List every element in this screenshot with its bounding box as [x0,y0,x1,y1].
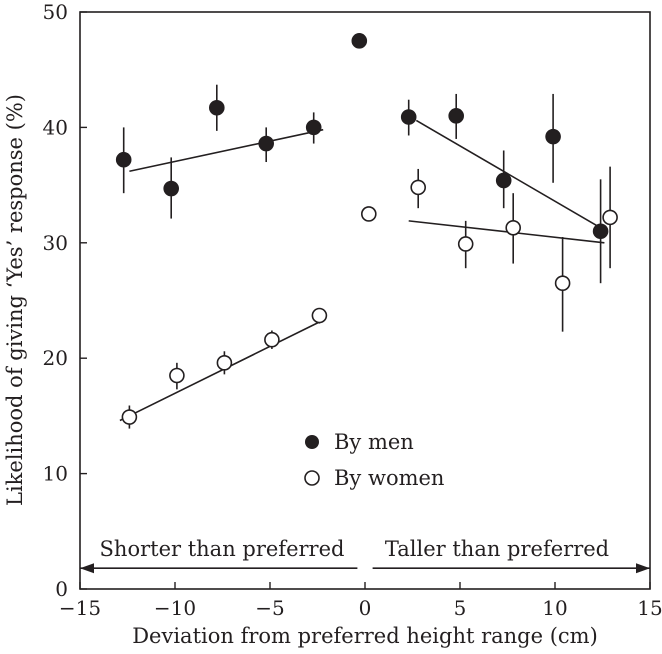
y-tick-label: 40 [43,115,68,139]
men-data-point [495,172,512,189]
y-axis-title: Likelihood of giving ‘Yes’ response (%) [3,94,27,506]
women-data-point [264,331,280,348]
right-region-arrow-head [636,563,650,574]
plot-frame [79,11,651,590]
women-data-point [554,275,571,291]
women-data-point [311,307,328,324]
y-tick-label: 30 [43,231,68,255]
trend-lines [119,119,605,422]
legend: By men By women [304,430,444,490]
women-data-point [602,209,618,226]
men-trend-line [415,119,602,229]
women-data-point [121,409,138,425]
women-data-point [505,219,522,236]
left-region-arrow-head [80,563,94,574]
y-tick-label: 10 [43,462,68,486]
y-tick-label: 50 [43,0,68,24]
legend-men-label: By men [334,430,414,454]
men-data-point [163,180,179,197]
men-data-point [258,135,275,152]
men-data-point [115,151,132,168]
women-data-point [360,206,377,222]
women-trend-line [119,319,324,422]
men-data-point [592,223,609,240]
men-data-point [545,128,561,145]
x-tick-label: 5 [454,596,467,620]
right-region-label: Taller than preferred [385,537,609,561]
x-tick-label: −15 [59,596,101,620]
y-tick-label: 0 [55,577,68,601]
men-data-point [305,119,322,136]
women-data-point [169,367,185,384]
legend-women-label: By women [334,466,444,490]
legend-women-marker-icon [304,470,320,486]
men-data-point [209,99,225,116]
men-data-point [400,109,417,125]
x-tick-label: 10 [542,596,567,620]
error-bars [122,84,611,429]
men-data-point [448,108,465,124]
x-tick-label: −5 [255,596,284,620]
left-region-arrow [80,563,358,574]
x-axis-title: Deviation from preferred height range (c… [132,624,598,648]
left-region-label: Shorter than preferred [100,537,345,561]
x-tick-label: 0 [359,596,372,620]
men-trend-line [129,128,324,173]
region-annotations: Shorter than preferred Taller than prefe… [80,537,650,574]
x-tick-label: 15 [637,596,662,620]
y-tick-label: 20 [43,346,68,370]
men-data-point [351,33,368,49]
right-region-arrow [372,563,650,574]
women-data-point [216,355,233,371]
tick-marks [79,11,651,590]
data-points [115,33,618,425]
x-tick-label: −10 [154,596,196,620]
tick-labels: −15 −10 −5 0 5 10 15 0 10 20 30 40 50 [43,0,662,620]
women-data-point [457,236,474,252]
women-data-point [410,179,427,196]
legend-men-marker-icon [305,435,319,449]
